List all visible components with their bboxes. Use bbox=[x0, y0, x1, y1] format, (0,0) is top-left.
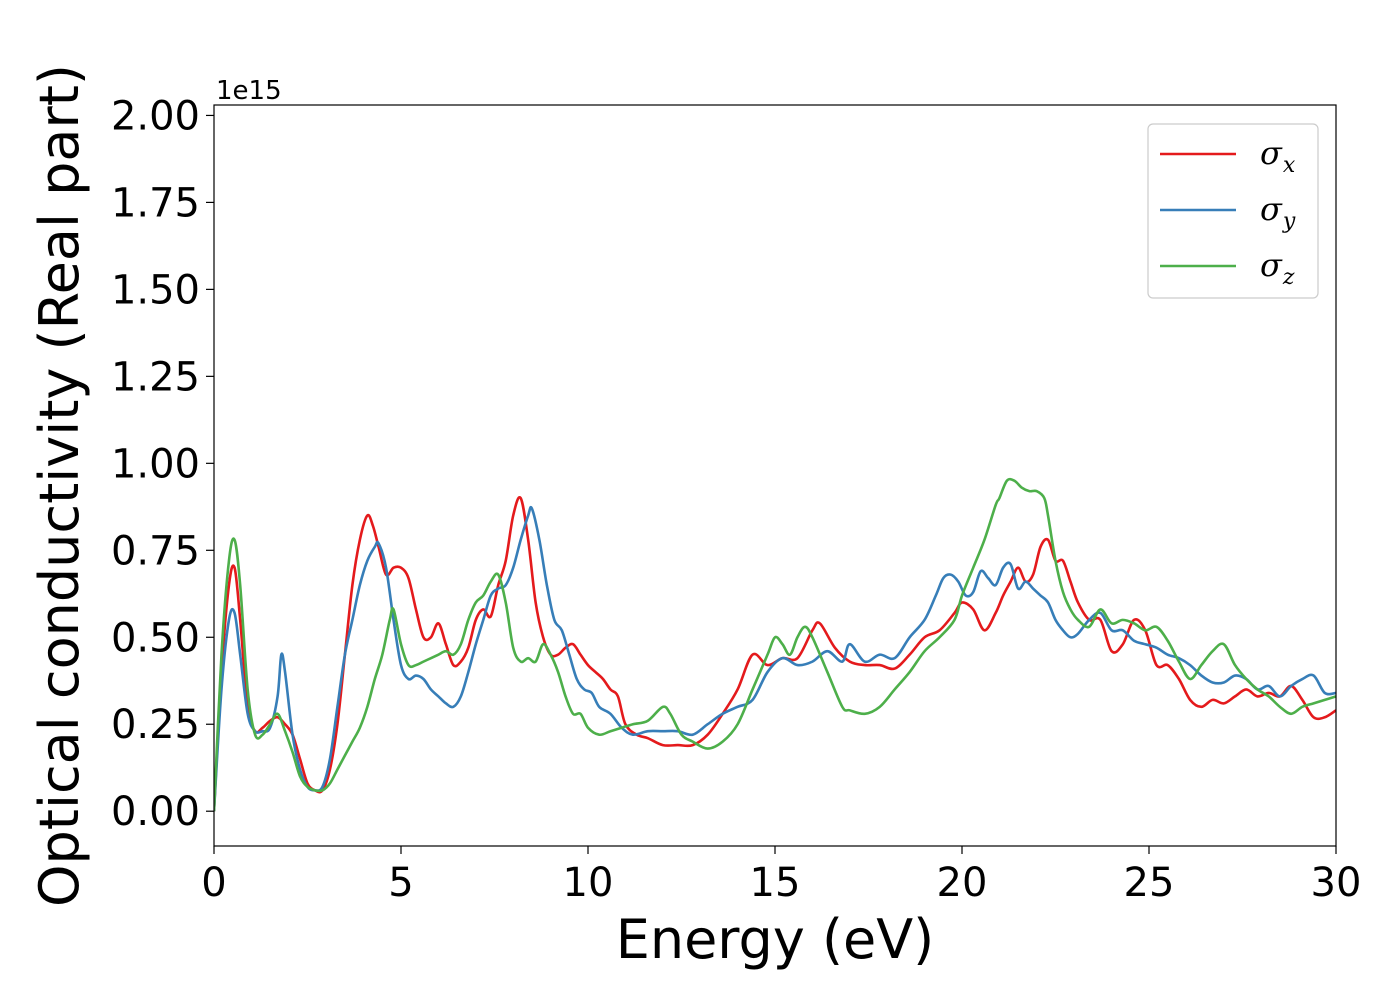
y-tick-label: 1.75 bbox=[111, 180, 200, 226]
y-tick-label: 0.25 bbox=[111, 702, 200, 748]
y-tick-label: 1.50 bbox=[111, 267, 200, 313]
series-layer bbox=[214, 477, 1336, 812]
x-tick-label: 30 bbox=[1311, 860, 1362, 906]
legend-symbol: σ bbox=[1260, 190, 1283, 228]
y-axis-ticks: 0.00 0.25 0.50 0.75 1.00 1.25 1.50 1.75 2.00 bbox=[111, 93, 214, 835]
y-tick-label: 1.25 bbox=[111, 354, 200, 400]
y-axis-label: Optical conductivity (Real part) bbox=[28, 64, 91, 907]
series-line-sigma-z bbox=[214, 477, 1336, 812]
series-line-sigma-x bbox=[214, 495, 1336, 812]
y-offset-text: 1e15 bbox=[216, 76, 282, 106]
x-tick-label: 25 bbox=[1124, 860, 1175, 906]
y-tick-label: 0.00 bbox=[111, 789, 200, 835]
x-tick-label: 15 bbox=[750, 860, 801, 906]
legend-subscript: y bbox=[1282, 209, 1296, 234]
legend-subscript: x bbox=[1283, 153, 1296, 178]
x-tick-label: 20 bbox=[937, 860, 988, 906]
y-tick-label: 1.00 bbox=[111, 441, 200, 487]
y-tick-label: 0.50 bbox=[111, 615, 200, 661]
x-tick-label: 10 bbox=[563, 860, 614, 906]
x-tick-label: 0 bbox=[201, 860, 226, 906]
y-tick-label: 0.75 bbox=[111, 528, 200, 574]
series-line-sigma-y bbox=[214, 505, 1336, 812]
x-axis-label: Energy (eV) bbox=[616, 908, 935, 971]
legend-symbol: σ bbox=[1260, 134, 1283, 172]
legend-subscript: z bbox=[1282, 265, 1295, 290]
legend-label-sigma-x: σx bbox=[1260, 134, 1296, 178]
legend-label-sigma-y: σy bbox=[1260, 190, 1296, 234]
y-tick-label: 2.00 bbox=[111, 93, 200, 139]
x-axis-ticks: 0 5 10 15 20 25 30 bbox=[201, 846, 1361, 906]
legend-label-sigma-z: σz bbox=[1260, 246, 1295, 290]
legend-symbol: σ bbox=[1260, 246, 1283, 284]
x-tick-label: 5 bbox=[388, 860, 413, 906]
